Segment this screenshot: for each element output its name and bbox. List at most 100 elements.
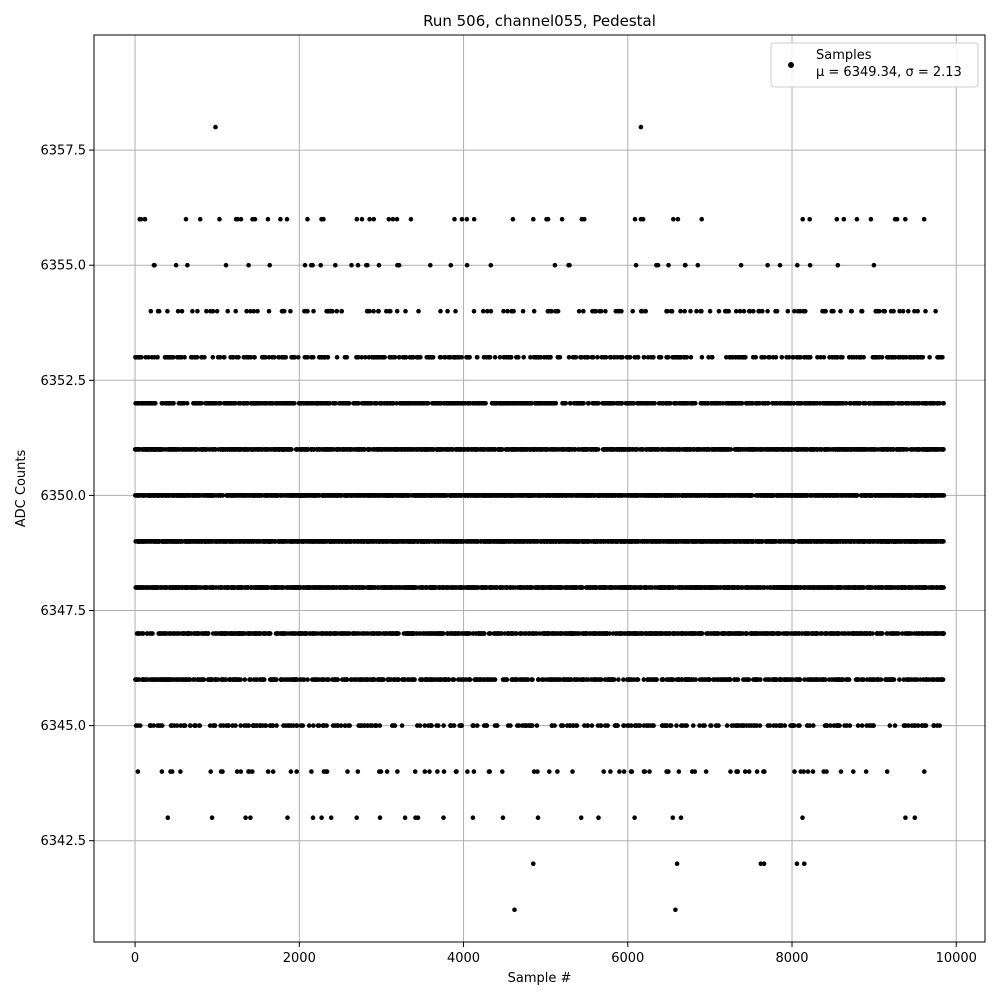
data-point bbox=[372, 631, 377, 636]
data-point bbox=[668, 723, 673, 728]
data-point bbox=[458, 677, 463, 682]
data-point bbox=[902, 677, 907, 682]
data-point bbox=[540, 585, 545, 590]
data-point bbox=[794, 631, 799, 636]
data-point bbox=[302, 677, 307, 682]
data-point bbox=[294, 769, 299, 774]
data-point bbox=[741, 677, 746, 682]
data-point bbox=[886, 585, 891, 590]
data-point bbox=[385, 769, 390, 774]
data-point bbox=[923, 585, 928, 590]
data-point bbox=[760, 631, 765, 636]
data-point bbox=[711, 677, 716, 682]
data-point bbox=[296, 585, 301, 590]
data-point bbox=[646, 723, 651, 728]
data-point bbox=[462, 585, 467, 590]
data-point bbox=[441, 631, 446, 636]
data-point bbox=[359, 677, 364, 682]
data-point bbox=[289, 769, 294, 774]
data-point bbox=[928, 631, 933, 636]
data-point bbox=[568, 723, 573, 728]
data-point bbox=[675, 631, 680, 636]
data-point bbox=[864, 769, 869, 774]
data-point bbox=[764, 631, 769, 636]
data-point bbox=[732, 723, 737, 728]
data-point bbox=[160, 723, 165, 728]
data-point bbox=[661, 677, 666, 682]
data-point bbox=[654, 631, 659, 636]
data-point bbox=[230, 723, 235, 728]
data-point bbox=[392, 723, 397, 728]
data-point bbox=[369, 585, 374, 590]
data-point bbox=[311, 723, 316, 728]
data-point bbox=[343, 723, 348, 728]
data-point bbox=[144, 677, 149, 682]
data-point bbox=[622, 769, 627, 774]
data-point bbox=[656, 585, 661, 590]
data-point bbox=[660, 723, 665, 728]
data-point bbox=[598, 723, 603, 728]
data-point bbox=[281, 723, 286, 728]
data-point bbox=[697, 585, 702, 590]
data-point bbox=[508, 723, 513, 728]
data-point bbox=[797, 723, 802, 728]
data-point bbox=[636, 585, 641, 590]
data-point bbox=[286, 631, 291, 636]
data-point bbox=[823, 723, 828, 728]
data-point bbox=[321, 723, 326, 728]
data-point bbox=[363, 631, 368, 636]
data-point bbox=[198, 723, 203, 728]
data-point bbox=[828, 585, 833, 590]
data-point bbox=[787, 677, 792, 682]
data-point bbox=[238, 723, 243, 728]
data-point bbox=[876, 585, 881, 590]
data-point bbox=[557, 585, 562, 590]
data-point bbox=[734, 769, 739, 774]
data-point bbox=[450, 585, 455, 590]
data-point bbox=[785, 631, 790, 636]
data-point bbox=[875, 631, 880, 636]
data-point bbox=[470, 585, 475, 590]
data-point bbox=[856, 723, 861, 728]
data-point bbox=[170, 723, 175, 728]
data-point bbox=[365, 677, 370, 682]
data-point bbox=[568, 631, 573, 636]
data-point bbox=[152, 723, 157, 728]
data-point bbox=[751, 677, 756, 682]
data-point bbox=[200, 677, 205, 682]
data-point bbox=[327, 631, 332, 636]
data-point bbox=[869, 585, 874, 590]
data-point bbox=[384, 631, 389, 636]
data-point bbox=[170, 769, 175, 774]
data-point bbox=[883, 677, 888, 682]
data-point bbox=[178, 677, 183, 682]
data-point bbox=[871, 723, 876, 728]
data-point bbox=[175, 585, 180, 590]
data-point bbox=[719, 677, 724, 682]
data-point bbox=[193, 723, 198, 728]
data-point bbox=[580, 677, 585, 682]
data-point bbox=[616, 677, 621, 682]
data-point bbox=[266, 769, 271, 774]
data-point bbox=[832, 723, 837, 728]
data-point bbox=[903, 585, 908, 590]
data-point bbox=[149, 585, 154, 590]
data-point bbox=[572, 585, 577, 590]
data-point bbox=[163, 585, 168, 590]
data-point bbox=[446, 585, 451, 590]
data-point bbox=[574, 677, 579, 682]
data-point bbox=[256, 631, 261, 636]
data-point bbox=[454, 585, 459, 590]
data-point bbox=[852, 585, 857, 590]
data-point bbox=[525, 585, 530, 590]
data-point bbox=[647, 769, 652, 774]
data-point bbox=[264, 723, 269, 728]
data-point bbox=[625, 585, 630, 590]
data-point bbox=[180, 585, 185, 590]
data-point bbox=[445, 631, 450, 636]
data-point bbox=[395, 769, 400, 774]
data-point bbox=[574, 723, 579, 728]
data-point bbox=[792, 769, 797, 774]
data-point bbox=[233, 677, 238, 682]
data-point bbox=[503, 631, 508, 636]
